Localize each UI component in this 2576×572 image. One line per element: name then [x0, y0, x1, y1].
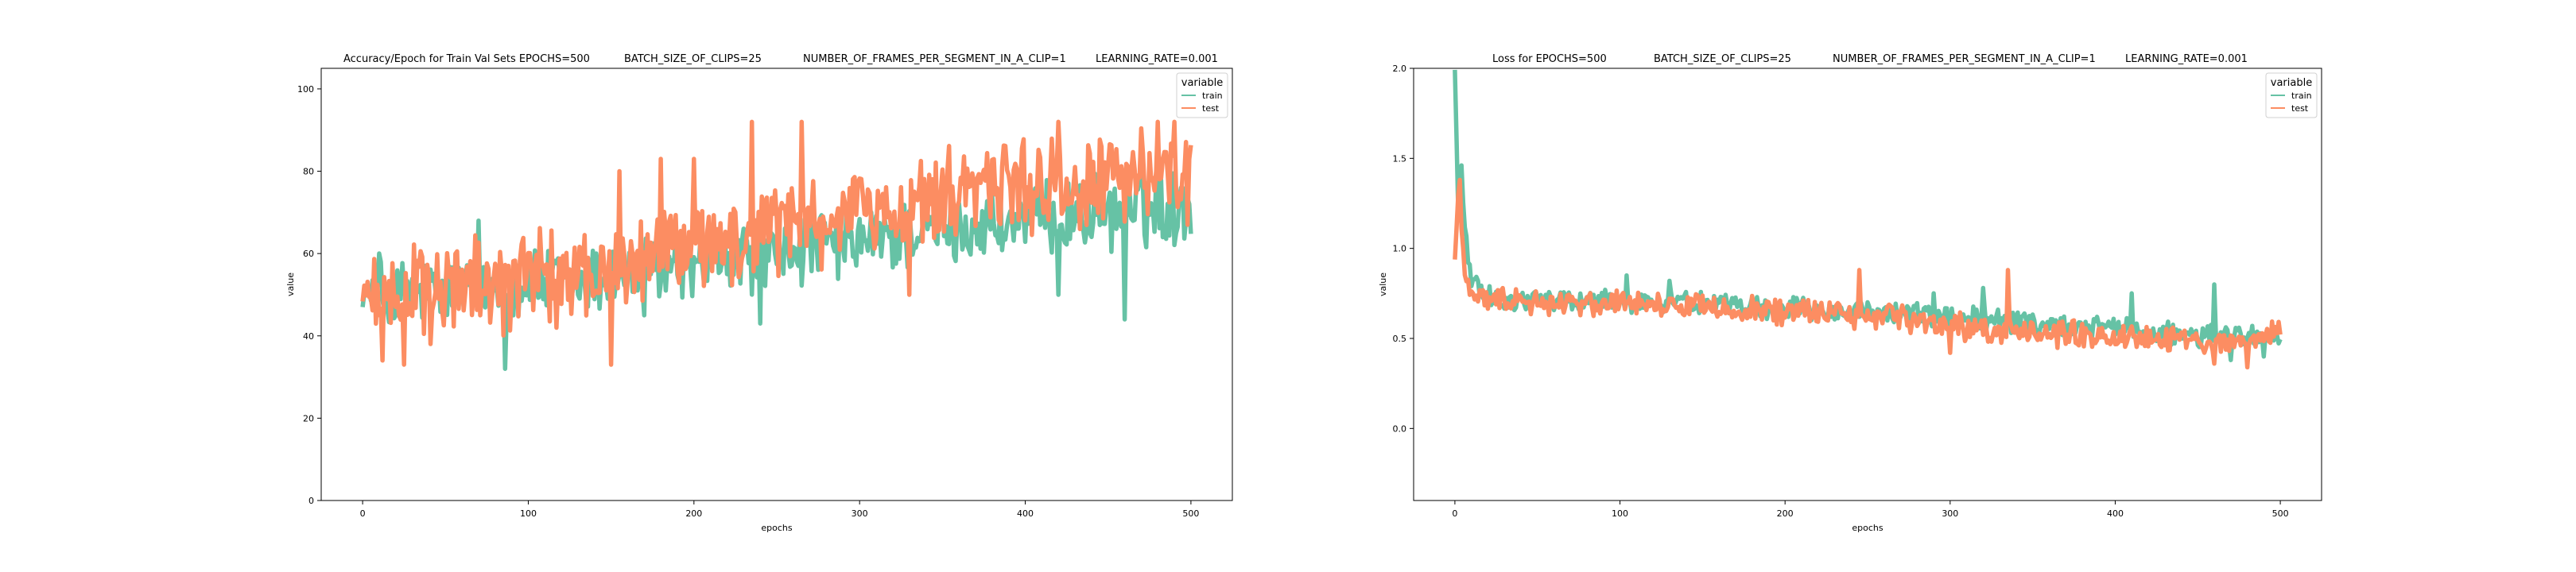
y-axis-label: value	[285, 272, 296, 296]
accuracy-chart: Accuracy/Epoch for Train Val Sets EPOCHS…	[285, 53, 1233, 533]
chart-title-segment: LEARNING_RATE=0.001	[2125, 53, 2248, 65]
y-tick-label: 80	[303, 167, 314, 177]
x-tick-label: 400	[2107, 508, 2124, 519]
series-group	[360, 119, 1193, 371]
y-axis-label: value	[1378, 272, 1388, 296]
x-tick-label: 200	[685, 508, 702, 519]
legend-box	[2265, 72, 2318, 118]
x-tick-label: 0	[360, 508, 366, 519]
y-tick-label: 1.0	[1393, 244, 1407, 254]
y-tick-label: 100	[297, 84, 314, 95]
axes-frame	[1413, 68, 2322, 501]
x-tick-label: 200	[1777, 508, 1794, 519]
chart-title-segment: NUMBER_OF_FRAMES_PER_SEGMENT_IN_A_CLIP=1	[1833, 53, 2096, 65]
legend-entry-test: test	[2291, 103, 2309, 114]
series-line-test	[360, 119, 1193, 367]
chart-title-segment: Loss for EPOCHS=500	[1492, 53, 1607, 65]
chart-title-segment: BATCH_SIZE_OF_CLIPS=25	[624, 53, 762, 65]
y-tick-label: 60	[303, 249, 314, 259]
x-tick-label: 500	[1182, 508, 1199, 519]
legend-entry-test: test	[1202, 103, 1220, 114]
y-tick-label: 20	[303, 413, 314, 423]
y-tick-label: 0	[308, 496, 314, 506]
axes-frame	[320, 68, 1233, 501]
chart-title-segment: LEARNING_RATE=0.001	[1096, 53, 1218, 65]
x-tick-label: 300	[1942, 508, 1958, 519]
loss-chart: Loss for EPOCHS=500 BATCH_SIZE_OF_CLIPS=2…	[1378, 53, 2322, 533]
legend-box	[1176, 72, 1228, 118]
x-tick-label: 500	[2272, 508, 2289, 519]
y-tick-label: 0.5	[1393, 334, 1407, 344]
x-axis-label: epochs	[1852, 523, 1883, 533]
y-tick-label: 40	[303, 331, 314, 342]
x-axis-label: epochs	[761, 523, 792, 533]
legend-entry-train: train	[2291, 91, 2312, 101]
legend-title: variable	[1181, 77, 1223, 89]
y-tick-label: 2.0	[1393, 64, 1407, 74]
chart-title-segment: BATCH_SIZE_OF_CLIPS=25	[1654, 53, 1791, 65]
y-tick-label: 1.5	[1393, 153, 1407, 164]
legend-title: variable	[2271, 77, 2312, 89]
chart-title-segment: NUMBER_OF_FRAMES_PER_SEGMENT_IN_A_CLIP=1	[803, 53, 1066, 65]
x-tick-label: 100	[520, 508, 537, 519]
chart-title-segment: Accuracy/Epoch for Train Val Sets EPOCHS…	[343, 53, 590, 65]
x-tick-label: 100	[1612, 508, 1628, 519]
series-line-test	[1453, 177, 2283, 370]
legend-entry-train: train	[1202, 91, 1223, 101]
series-group	[1453, 69, 2283, 370]
y-tick-label: 0.0	[1393, 423, 1407, 434]
x-tick-label: 300	[852, 508, 868, 519]
x-tick-label: 400	[1017, 508, 1034, 519]
x-tick-label: 0	[1452, 508, 1457, 519]
